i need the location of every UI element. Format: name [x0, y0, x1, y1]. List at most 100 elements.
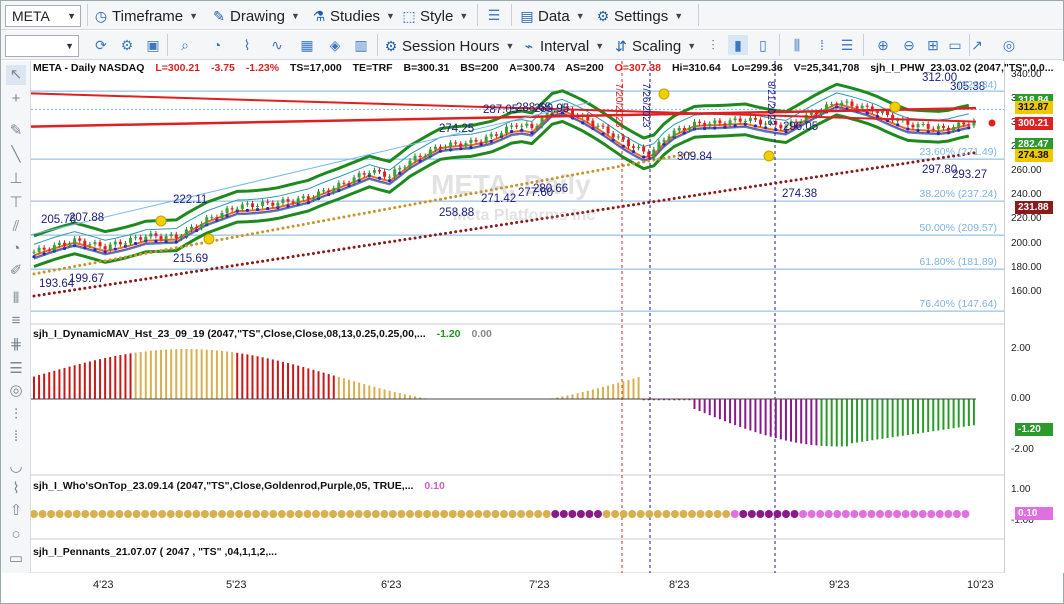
target-icon[interactable]: ◎	[9, 382, 23, 399]
bars-icon[interactable]: ▥	[354, 37, 368, 53]
price-label: 193.64	[39, 278, 75, 290]
arrow-up-icon[interactable]: ⇧	[9, 502, 23, 519]
long-ma-dot	[200, 268, 204, 272]
long-ma-dot	[372, 242, 376, 246]
rectangle-icon[interactable]: ▭	[8, 550, 24, 567]
ellipse-icon[interactable]: ○	[11, 526, 21, 543]
speed-icon[interactable]: ☰	[9, 360, 23, 377]
horizontal-line-icon[interactable]: ⊤	[9, 194, 23, 211]
network-icon[interactable]: ◎	[1002, 37, 1016, 53]
wave-icon[interactable]: ∿	[271, 37, 283, 53]
mid-ma-dot	[235, 235, 239, 239]
hollow-candle-icon[interactable]: ▯	[759, 37, 767, 53]
candle-body	[438, 146, 442, 149]
candlestick-icon[interactable]: ▮	[728, 35, 748, 55]
scaling-button[interactable]: ⇵ Scaling ▼	[613, 34, 696, 58]
trend-dot	[662, 510, 671, 518]
mid-ma-dot	[642, 160, 646, 164]
secondary-combo[interactable]: ▼	[5, 35, 79, 57]
volume: V=25,341,708	[793, 62, 860, 74]
trend-dot	[670, 510, 679, 518]
trend-dot	[867, 510, 876, 518]
long-ma-dot	[672, 197, 676, 201]
interval-button[interactable]: ⌁ Interval ▼	[521, 34, 604, 58]
candle-body	[103, 246, 107, 250]
format-icon[interactable]: ▣	[146, 37, 160, 53]
table-icon[interactable]: ▦	[300, 37, 314, 53]
short-ma-dot	[42, 252, 46, 256]
ohlc-icon[interactable]: ⫼	[793, 37, 801, 53]
candle-body	[164, 236, 168, 240]
arc-icon[interactable]: ◡	[9, 458, 23, 475]
panel-icon[interactable]: ☰	[840, 37, 854, 53]
settings-button[interactable]: ⚙ Settings ▼	[595, 4, 683, 28]
candle-body	[383, 171, 387, 177]
trend-dot	[927, 510, 936, 518]
bar-chart-icon[interactable]: ⫶	[711, 37, 715, 53]
window-icon[interactable]: ▭	[948, 37, 962, 53]
mid-ma-dot	[550, 177, 554, 181]
data-button[interactable]: ▤ Data ▼	[519, 4, 584, 28]
trend-dot	[218, 510, 226, 518]
candle-body	[454, 142, 458, 144]
style-button[interactable]: ⬚ Style ▼	[401, 4, 468, 28]
symbol-combo[interactable]: META ▼	[5, 5, 81, 27]
long-ma-dot	[753, 184, 757, 188]
mid-ma-dot	[195, 242, 199, 246]
short-ma-dot	[601, 132, 605, 136]
chart-settings-icon[interactable]: ⚙	[120, 37, 134, 53]
gann-icon[interactable]: ⋕	[9, 336, 23, 353]
price-axis[interactable]: 340.00320.00300.00280.00260.00240.00220.…	[1004, 61, 1064, 573]
chevron-down-icon[interactable]: ▼	[67, 11, 76, 21]
circle-tool-icon[interactable]: ◔	[11, 240, 21, 257]
trend-dot	[106, 510, 115, 518]
candle-body	[347, 183, 351, 185]
refresh-icon[interactable]: ⟳	[95, 37, 107, 53]
candle-body	[261, 201, 265, 207]
grid-icon[interactable]: ⊞	[927, 37, 939, 53]
session-hours-button[interactable]: ⚙ Session Hours ▼	[383, 34, 515, 58]
magnifier-icon[interactable]: ⌕	[181, 37, 189, 53]
mid-ma-dot	[57, 267, 61, 271]
line-tool-icon[interactable]: ╲	[11, 146, 21, 163]
zoom-out-icon[interactable]: ⊖	[903, 37, 915, 53]
candle-body	[403, 167, 407, 169]
long-ma-dot	[784, 180, 788, 184]
time-zones-icon[interactable]: ⦙	[14, 428, 18, 445]
candle-body	[626, 139, 630, 147]
fib-icon[interactable]: ≡	[11, 312, 21, 329]
mid-ma-dot	[276, 227, 280, 231]
candle-body	[545, 112, 549, 119]
polyline-icon[interactable]: ⌇	[12, 480, 20, 497]
long-ma-dot	[444, 231, 448, 235]
compass-icon[interactable]: ◔	[212, 37, 222, 53]
trend-dot	[269, 510, 278, 518]
crosshair-icon[interactable]: +	[11, 90, 21, 107]
session-hours-label: Session Hours	[402, 37, 500, 55]
pointer-icon[interactable]: ↖	[6, 65, 26, 85]
channel-icon[interactable]: ⫽	[12, 218, 20, 235]
cube-icon[interactable]: ◈	[329, 37, 341, 53]
pen-icon[interactable]: ✐	[9, 262, 23, 279]
long-ma-dot	[428, 234, 432, 238]
rays-icon[interactable]: ⫶	[14, 406, 18, 423]
bars-tool-icon[interactable]: ⦀	[12, 290, 20, 307]
layout-icon[interactable]: ☰	[487, 7, 501, 23]
timeframe-button[interactable]: ◷ Timeframe ▼	[93, 4, 198, 28]
chevron-down-icon: ▼	[674, 11, 684, 21]
chart-area[interactable]	[31, 61, 1034, 573]
vertical-line-icon[interactable]: ⊥	[9, 170, 23, 187]
candle-body	[560, 106, 564, 108]
studies-button[interactable]: ⚗ Studies ▼	[311, 4, 395, 28]
candle-body	[337, 182, 341, 189]
wrench-icon[interactable]: ✎	[9, 122, 23, 139]
candle-body	[637, 146, 641, 148]
dot-chart-icon[interactable]: ⁞	[820, 37, 824, 53]
drawing-button[interactable]: ✎ Drawing ▼	[211, 4, 300, 28]
trend-icon[interactable]: ↗	[971, 37, 983, 53]
chart-type-icon[interactable]: ⌇	[243, 37, 251, 53]
long-ma-dot	[393, 239, 397, 243]
zoom-in-icon[interactable]: ⊕	[877, 37, 889, 53]
candle-body	[220, 212, 224, 219]
chevron-down-icon[interactable]: ▼	[65, 41, 74, 51]
